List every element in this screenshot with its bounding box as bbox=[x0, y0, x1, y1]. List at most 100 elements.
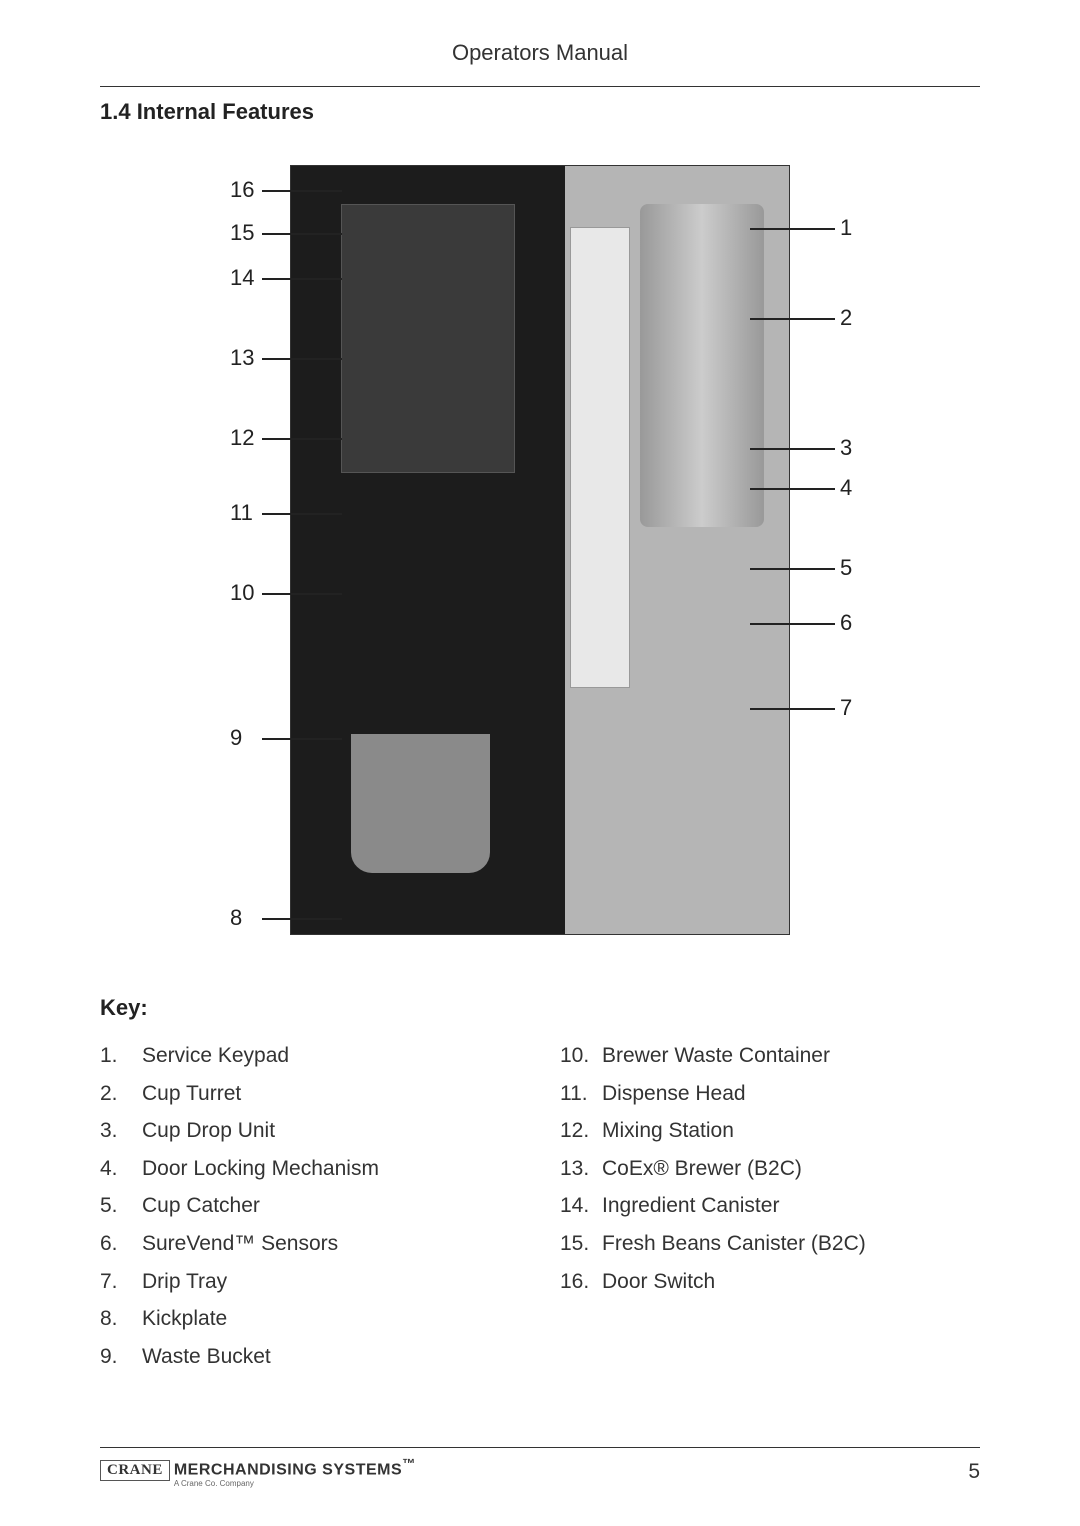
key-item: 7.Drip Tray bbox=[100, 1265, 520, 1299]
key-item-number: 10. bbox=[560, 1039, 602, 1073]
diagram-line-12 bbox=[262, 438, 342, 440]
key-item-number: 12. bbox=[560, 1114, 602, 1148]
diagram-label-8: 8 bbox=[230, 905, 242, 931]
diagram-label-13: 13 bbox=[230, 345, 254, 371]
key-item-text: CoEx® Brewer (B2C) bbox=[602, 1152, 802, 1186]
machine-cup-turret bbox=[640, 204, 765, 527]
key-item: 10.Brewer Waste Container bbox=[560, 1039, 980, 1073]
key-item-text: Waste Bucket bbox=[142, 1340, 271, 1374]
machine-center-panel bbox=[570, 227, 630, 688]
key-item-text: Cup Turret bbox=[142, 1077, 241, 1111]
diagram-label-4: 4 bbox=[840, 475, 852, 501]
key-item: 2.Cup Turret bbox=[100, 1077, 520, 1111]
key-item-text: Kickplate bbox=[142, 1302, 227, 1336]
key-item-text: Mixing Station bbox=[602, 1114, 734, 1148]
diagram-line-6 bbox=[750, 623, 835, 625]
key-item-number: 3. bbox=[100, 1114, 142, 1148]
diagram-line-11 bbox=[262, 513, 342, 515]
key-item: 6.SureVend™ Sensors bbox=[100, 1227, 520, 1261]
key-section: Key: 1.Service Keypad2.Cup Turret3.Cup D… bbox=[100, 995, 980, 1377]
key-item-text: SureVend™ Sensors bbox=[142, 1227, 338, 1261]
key-item-number: 13. bbox=[560, 1152, 602, 1186]
key-item-text: Drip Tray bbox=[142, 1265, 227, 1299]
footer-page-number: 5 bbox=[968, 1460, 980, 1484]
diagram-label-2: 2 bbox=[840, 305, 852, 331]
footer-divider bbox=[100, 1447, 980, 1448]
key-item-number: 7. bbox=[100, 1265, 142, 1299]
footer-logo-text: MERCHANDISING SYSTEMS bbox=[174, 1461, 402, 1478]
diagram-line-10 bbox=[262, 593, 342, 595]
key-item-text: Service Keypad bbox=[142, 1039, 289, 1073]
key-item-number: 15. bbox=[560, 1227, 602, 1261]
key-item-number: 6. bbox=[100, 1227, 142, 1261]
page-footer: CRANE MERCHANDISING SYSTEMS™ A Crane Co.… bbox=[100, 1447, 980, 1488]
diagram-label-12: 12 bbox=[230, 425, 254, 451]
key-item: 9.Waste Bucket bbox=[100, 1340, 520, 1374]
diagram-label-16: 16 bbox=[230, 177, 254, 203]
diagram-line-9 bbox=[262, 738, 342, 740]
key-item: 1.Service Keypad bbox=[100, 1039, 520, 1073]
diagram-container: 1615141312111098 1234567 bbox=[190, 155, 890, 955]
diagram-label-5: 5 bbox=[840, 555, 852, 581]
key-title: Key: bbox=[100, 995, 980, 1021]
key-item: 15.Fresh Beans Canister (B2C) bbox=[560, 1227, 980, 1261]
diagram-label-7: 7 bbox=[840, 695, 852, 721]
key-item: 8.Kickplate bbox=[100, 1302, 520, 1336]
key-item-number: 14. bbox=[560, 1189, 602, 1223]
diagram-line-4 bbox=[750, 488, 835, 490]
machine-illustration bbox=[290, 165, 790, 935]
key-item: 14.Ingredient Canister bbox=[560, 1189, 980, 1223]
footer-logo-main: CRANE bbox=[100, 1460, 170, 1481]
diagram-line-3 bbox=[750, 448, 835, 450]
key-item-text: Brewer Waste Container bbox=[602, 1039, 830, 1073]
footer-logo-sub: A Crane Co. Company bbox=[174, 1479, 416, 1488]
diagram-line-14 bbox=[262, 278, 342, 280]
section-title: 1.4 Internal Features bbox=[100, 99, 980, 125]
key-item: 3.Cup Drop Unit bbox=[100, 1114, 520, 1148]
key-item-number: 8. bbox=[100, 1302, 142, 1336]
diagram-line-5 bbox=[750, 568, 835, 570]
footer-logo-tm: ™ bbox=[402, 1456, 416, 1471]
footer-row: CRANE MERCHANDISING SYSTEMS™ A Crane Co.… bbox=[100, 1456, 980, 1488]
diagram-line-8 bbox=[262, 918, 342, 920]
diagram-label-3: 3 bbox=[840, 435, 852, 461]
key-item: 5.Cup Catcher bbox=[100, 1189, 520, 1223]
diagram-line-13 bbox=[262, 358, 342, 360]
diagram-label-15: 15 bbox=[230, 220, 254, 246]
page-header-title: Operators Manual bbox=[100, 40, 980, 66]
key-item-number: 5. bbox=[100, 1189, 142, 1223]
key-item-number: 16. bbox=[560, 1265, 602, 1299]
key-item: 13.CoEx® Brewer (B2C) bbox=[560, 1152, 980, 1186]
diagram-label-11: 11 bbox=[230, 500, 253, 526]
key-item-text: Door Locking Mechanism bbox=[142, 1152, 379, 1186]
diagram-label-9: 9 bbox=[230, 725, 242, 751]
key-item-number: 11. bbox=[560, 1077, 602, 1111]
key-item-text: Door Switch bbox=[602, 1265, 715, 1299]
diagram-line-2 bbox=[750, 318, 835, 320]
key-columns: 1.Service Keypad2.Cup Turret3.Cup Drop U… bbox=[100, 1039, 980, 1377]
key-item-text: Cup Catcher bbox=[142, 1189, 260, 1223]
footer-logo-text-wrap: MERCHANDISING SYSTEMS™ A Crane Co. Compa… bbox=[174, 1456, 416, 1488]
diagram-label-6: 6 bbox=[840, 610, 852, 636]
key-item-number: 1. bbox=[100, 1039, 142, 1073]
key-column-2: 10.Brewer Waste Container 11.Dispense Hea… bbox=[560, 1039, 980, 1377]
key-item: 4.Door Locking Mechanism bbox=[100, 1152, 520, 1186]
footer-logo: CRANE MERCHANDISING SYSTEMS™ A Crane Co.… bbox=[100, 1456, 416, 1488]
key-item-text: Cup Drop Unit bbox=[142, 1114, 275, 1148]
diagram-line-7 bbox=[750, 708, 835, 710]
machine-waste-bucket bbox=[351, 734, 490, 872]
key-item-number: 9. bbox=[100, 1340, 142, 1374]
key-item-number: 2. bbox=[100, 1077, 142, 1111]
diagram-line-16 bbox=[262, 190, 342, 192]
key-item: 12.Mixing Station bbox=[560, 1114, 980, 1148]
header-divider bbox=[100, 86, 980, 87]
diagram-line-1 bbox=[750, 228, 835, 230]
key-column-1: 1.Service Keypad2.Cup Turret3.Cup Drop U… bbox=[100, 1039, 520, 1377]
diagram-line-15 bbox=[262, 233, 342, 235]
key-item: 11.Dispense Head bbox=[560, 1077, 980, 1111]
key-item-text: Ingredient Canister bbox=[602, 1189, 779, 1223]
diagram-label-10: 10 bbox=[230, 580, 254, 606]
diagram-label-1: 1 bbox=[840, 215, 852, 241]
key-item: 16.Door Switch bbox=[560, 1265, 980, 1299]
key-item-number: 4. bbox=[100, 1152, 142, 1186]
